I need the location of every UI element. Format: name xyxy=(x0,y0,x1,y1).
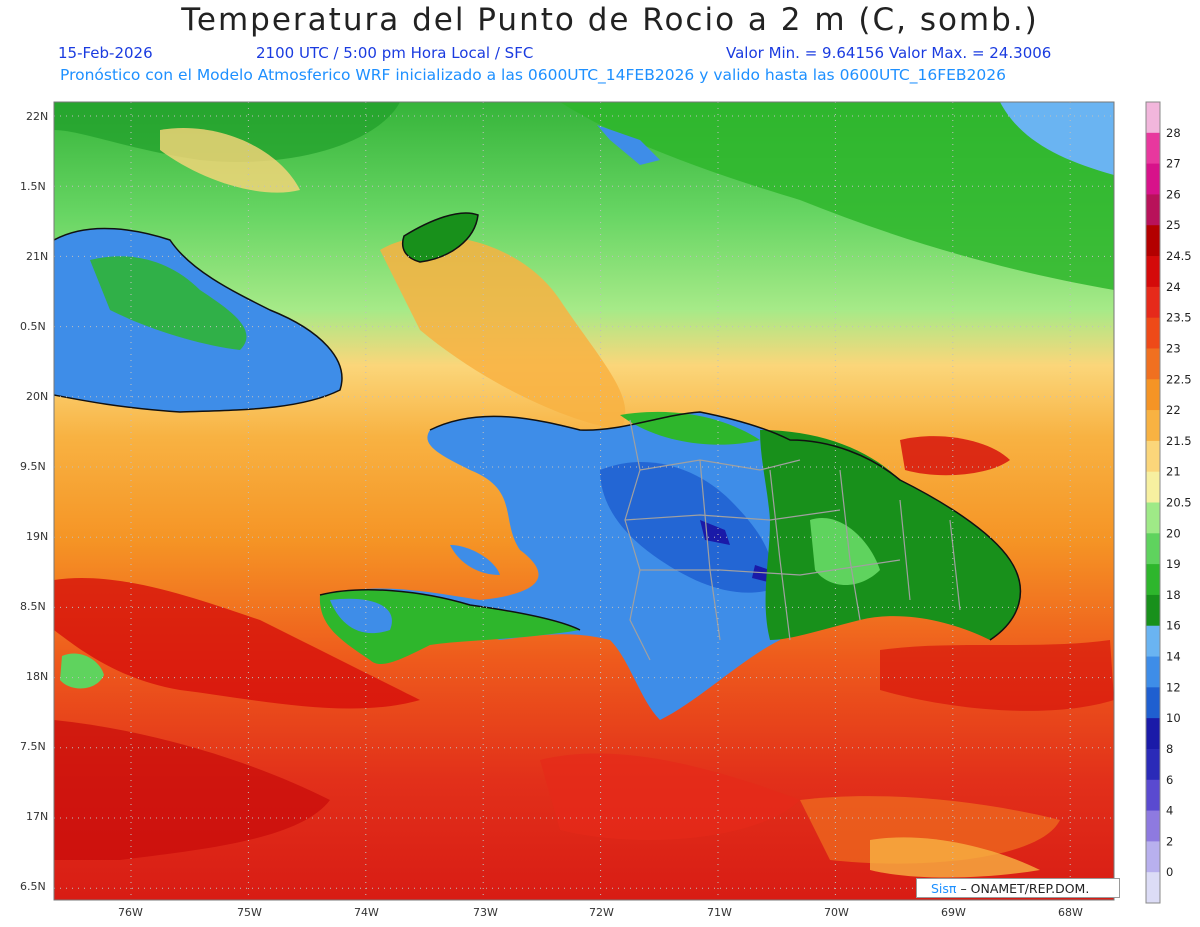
graticule xyxy=(54,102,1114,900)
colorbar-swatch xyxy=(1146,102,1160,134)
lon-label: 70W xyxy=(824,906,849,919)
colorbar-label: 12 xyxy=(1166,680,1181,694)
colorbar-swatch xyxy=(1146,440,1160,473)
colorbar-label: 23.5 xyxy=(1166,311,1192,325)
lat-label: 8.5N xyxy=(20,600,46,613)
lat-label: 17N xyxy=(26,810,48,823)
colorbar-label: 22 xyxy=(1166,403,1181,417)
min-max-values: Valor Min. = 9.64156 Valor Max. = 24.300… xyxy=(726,44,1052,62)
forecast-time: 2100 UTC / 5:00 pm Hora Local / SFC xyxy=(256,44,534,62)
lat-label: 22N xyxy=(26,110,48,123)
lon-label: 74W xyxy=(354,906,379,919)
colorbar-label: 18 xyxy=(1166,588,1181,602)
colorbar-swatch xyxy=(1146,256,1160,288)
colorbar-label: 23 xyxy=(1166,341,1181,355)
colorbar-label: 26 xyxy=(1166,187,1181,201)
colorbar-swatch xyxy=(1146,564,1160,596)
colorbar-swatch xyxy=(1146,410,1160,442)
lat-label: 1.5N xyxy=(20,180,46,193)
lat-label: 9.5N xyxy=(20,460,46,473)
colorbar-swatch xyxy=(1146,625,1160,658)
colorbar-label: 20 xyxy=(1166,526,1181,540)
colorbar-swatch xyxy=(1146,317,1160,349)
colorbar-swatch xyxy=(1146,163,1160,195)
forecast-note: Pronóstico con el Modelo Atmosferico WRF… xyxy=(60,66,1006,84)
colorbar-label: 4 xyxy=(1166,804,1173,818)
lon-label: 69W xyxy=(941,906,966,919)
lat-label: 19N xyxy=(26,530,48,543)
lat-label: 6.5N xyxy=(20,880,46,893)
colorbar-swatch xyxy=(1146,132,1160,165)
colorbar-label: 16 xyxy=(1166,619,1181,633)
credit-label: Sisπ – ONAMET/REP.DOM. xyxy=(916,878,1120,898)
map-title: Temperatura del Punto de Rocio a 2 m (C,… xyxy=(181,2,1039,38)
plot-frame xyxy=(53,101,1115,901)
latitude-axis: 22N 1.5N 21N 0.5N 20N 9.5N 19N 8.5N 18N … xyxy=(20,110,48,893)
colorbar-swatch xyxy=(1146,687,1160,719)
colorbar-swatch xyxy=(1146,286,1160,319)
colorbar-label: 14 xyxy=(1166,650,1181,664)
colorbar-label: 8 xyxy=(1166,742,1173,756)
colorbar-swatch xyxy=(1146,348,1160,380)
colorbar-swatch xyxy=(1146,718,1160,750)
colorbar: 2827262524.52423.52322.52221.52120.52019… xyxy=(1145,101,1192,904)
lat-label: 0.5N xyxy=(20,320,46,333)
colorbar-label: 0 xyxy=(1166,865,1173,879)
colorbar-swatch xyxy=(1146,841,1160,873)
colorbar-label: 21 xyxy=(1166,465,1181,479)
colorbar-swatch xyxy=(1146,810,1160,842)
colorbar-swatch xyxy=(1146,533,1160,565)
colorbar-label: 19 xyxy=(1166,557,1181,571)
colorbar-swatch xyxy=(1146,656,1160,688)
colorbar-swatch xyxy=(1146,779,1160,812)
forecast-date: 15-Feb-2026 xyxy=(58,44,153,62)
lon-label: 76W xyxy=(118,906,143,919)
lat-label: 18N xyxy=(26,670,48,683)
colorbar-label: 20.5 xyxy=(1166,496,1192,510)
lon-label: 71W xyxy=(707,906,732,919)
lat-label: 21N xyxy=(26,250,48,263)
lon-label: 73W xyxy=(473,906,498,919)
colorbar-label: 25 xyxy=(1166,218,1181,232)
colorbar-swatch xyxy=(1146,594,1160,627)
colorbar-label: 27 xyxy=(1166,157,1181,171)
map-field xyxy=(54,102,1114,900)
colorbar-label: 28 xyxy=(1166,126,1181,140)
lon-label: 68W xyxy=(1058,906,1083,919)
colorbar-swatch xyxy=(1146,194,1160,226)
lat-label: 7.5N xyxy=(20,740,46,753)
credit-text: – ONAMET/REP.DOM. xyxy=(960,881,1090,896)
colorbar-swatch xyxy=(1146,748,1160,781)
colorbar-swatch xyxy=(1146,471,1160,503)
colorbar-label: 21.5 xyxy=(1166,434,1192,448)
lon-label: 75W xyxy=(237,906,262,919)
colorbar-swatch xyxy=(1146,502,1160,534)
colorbar-label: 10 xyxy=(1166,711,1181,725)
longitude-axis: 76W 75W 74W 73W 72W 71W 70W 69W 68W xyxy=(118,906,1083,919)
colorbar-label: 2 xyxy=(1166,834,1173,848)
credit-prefix: Sisπ xyxy=(931,881,957,896)
colorbar-label: 6 xyxy=(1166,773,1173,787)
colorbar-label: 22.5 xyxy=(1166,372,1192,386)
lat-label: 20N xyxy=(26,390,48,403)
colorbar-swatch xyxy=(1146,379,1160,411)
colorbar-swatch xyxy=(1146,225,1160,257)
colorbar-swatch xyxy=(1146,872,1160,904)
colorbar-frame xyxy=(1145,101,1161,904)
colorbar-label: 24 xyxy=(1166,280,1181,294)
colorbar-label: 24.5 xyxy=(1166,249,1192,263)
lon-label: 72W xyxy=(589,906,614,919)
